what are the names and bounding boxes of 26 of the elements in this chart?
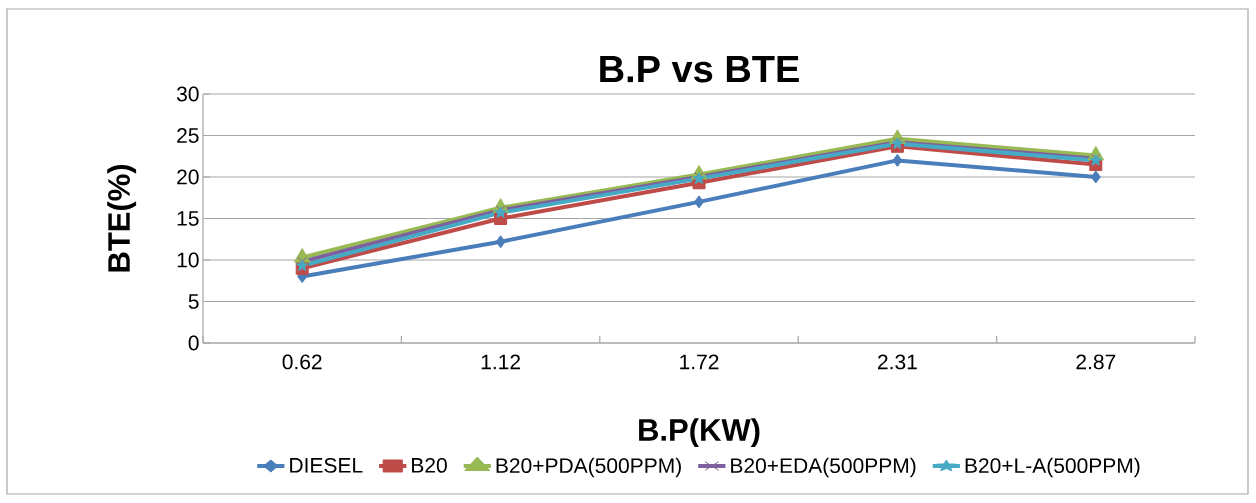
y-tick-label: 0: [188, 335, 199, 351]
y-tick-label: 20: [177, 169, 199, 185]
y-tick-label: 30: [176, 86, 199, 102]
y-tick-label: 25: [177, 128, 199, 143]
point: [494, 206, 507, 219]
y-axis-title: BTE(%): [107, 164, 137, 272]
x-tick-label: 1.72: [680, 354, 719, 370]
point: [892, 153, 903, 167]
y-tick-label: 5: [188, 294, 199, 309]
legend-label: B20: [412, 457, 447, 473]
x-tick-label: 2.87: [1076, 354, 1116, 370]
point: [1090, 170, 1101, 184]
x-tick-label: 2.31: [878, 354, 917, 370]
legend-label: B20+EDA(500PPM): [731, 457, 916, 478]
legend-label: B20+PDA(500PPM): [496, 457, 681, 478]
x-tick-label: 1.12: [481, 354, 520, 370]
point: [694, 195, 705, 209]
point: [495, 205, 506, 215]
point: [495, 235, 506, 249]
legend-label: B20+L-A(500PPM): [965, 457, 1140, 478]
y-tick-label: 15: [177, 211, 199, 226]
y-tick-label: 10: [177, 252, 199, 268]
legend-label: DIESEL: [290, 457, 363, 473]
x-tick-label: 0.62: [282, 354, 322, 370]
x-axis-title: B.P(KW): [639, 418, 760, 448]
chart-title: B.P vs BTE: [600, 55, 799, 83]
